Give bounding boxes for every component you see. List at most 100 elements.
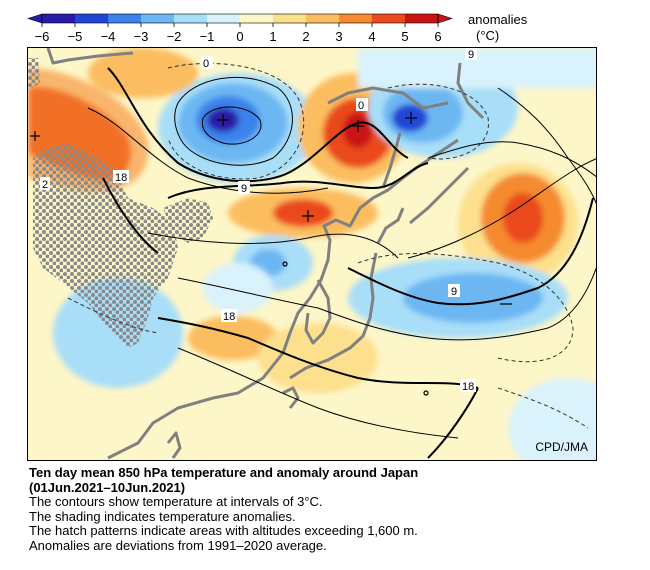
marker-cold-northeast: [405, 112, 417, 124]
cold-anomaly-southeast: [508, 378, 596, 460]
caption-period: (01Jun.2021–10Jun.2021): [29, 479, 186, 495]
colorbar-tick-label: 3: [335, 29, 342, 44]
caption-title: Ten day mean 850 hPa temperature and ano…: [29, 465, 419, 480]
caption-line-hatch: The hatch patterns indicate areas with a…: [29, 523, 418, 538]
colorbar-swatch: [405, 14, 439, 23]
colorbar-arrow-left: [27, 13, 43, 24]
colorbar-swatch: [174, 14, 208, 23]
colorbar-tick-label: −4: [101, 29, 116, 44]
dashed-contour-east: [357, 253, 574, 363]
coast-kamchatka: [456, 62, 485, 120]
legend-title: anomalies (°C): [468, 12, 527, 44]
coast-kyushu: [282, 386, 300, 409]
colorbar-swatch: [42, 14, 76, 23]
colorbar-swatch: [108, 14, 142, 23]
contour-east-b: [427, 141, 596, 178]
dashed-contour-northeast: [387, 83, 489, 160]
colorbar-tick-label: 1: [269, 29, 276, 44]
coast-sakhalin: [381, 132, 402, 189]
dashed-contour-north: [167, 62, 305, 180]
temperature-contours: [87, 67, 596, 459]
colorbar-swatch: [306, 14, 340, 23]
coast-japan-hokkaido: [376, 207, 405, 244]
dashed-contour-southeast: [497, 387, 589, 429]
colorbar-tick-label: 6: [434, 29, 441, 44]
altitude-hatch-tibet: [33, 143, 178, 348]
marker-warm-north: [352, 120, 364, 132]
dashed-contour-west: [67, 297, 159, 334]
warm-anomaly-east-core: [503, 193, 543, 243]
colorbar-tick-label: 2: [302, 29, 309, 44]
contour-9-north: [107, 67, 409, 183]
colorbar-swatch: [240, 14, 274, 23]
contour-east-a: [497, 87, 596, 205]
colorbar-swatch: [207, 14, 241, 23]
colorbar-tick-label: 5: [401, 29, 408, 44]
marker-cold-center: [217, 114, 229, 126]
colorbar-arrow-right: [437, 13, 453, 24]
colorbar-tick-label: −1: [200, 29, 215, 44]
coast-kuril: [409, 166, 470, 225]
legend-title-line1: anomalies: [468, 12, 528, 27]
warm-anomaly-north-west: [88, 48, 198, 98]
colorbar-tick-label: −6: [35, 29, 50, 44]
map-panel: 0 0 9 18 2 9 9 18 18 CPD/JMA: [27, 47, 597, 461]
altitude-hatch-mongolia: [163, 198, 213, 243]
colorbar-swatch: [372, 14, 406, 23]
cold-anomaly-east-band-mid: [403, 273, 543, 323]
contour-label-2: 2: [42, 179, 48, 191]
marker-small-loop: [282, 261, 288, 267]
colorbar-tick-label: 4: [368, 29, 375, 44]
contour-15: [177, 267, 596, 341]
contour-21: [177, 347, 459, 439]
contour-18-southeast: [427, 387, 479, 459]
warm-anomaly-south: [188, 316, 278, 360]
colorbar-tick-label: −2: [167, 29, 182, 44]
legend-title-line2: (°C): [476, 28, 500, 43]
colorbar-swatch: [141, 14, 175, 23]
marker-small-loop-south: [423, 390, 429, 396]
caption-line-contours: The contours show temperature at interva…: [29, 494, 323, 509]
colorbar-ticks: −6 −5 −4 −3 −2 −1 0 1 2 3 4 5 6: [35, 23, 442, 44]
contour-12b: [147, 232, 399, 259]
caption-line-baseline: Anomalies are deviations from 1991–2020 …: [29, 537, 327, 553]
contour-18-west: [102, 177, 159, 254]
contour-label-9-top: 9: [468, 49, 474, 61]
colorbar-swatch: [273, 14, 307, 23]
contour-labels: 0 0 9 18 2 9 9 18 18: [40, 48, 477, 393]
colorbar-tick-label: −5: [68, 29, 83, 44]
contour-label-18-west: 18: [115, 172, 127, 184]
contour-east-c: [407, 158, 596, 259]
contour-18-south: [157, 317, 479, 389]
coast-okhotsk: [327, 86, 449, 110]
warm-anomaly-south-east: [258, 323, 378, 393]
contour-12a: [87, 107, 329, 194]
map-canvas: 0 0 9 18 2 9 9 18 18: [28, 48, 596, 460]
contour-label-18-south: 18: [223, 311, 235, 323]
colorbar-swatch: [75, 14, 109, 23]
contour-label-0-north: 0: [203, 58, 209, 70]
anomaly-dashed-contours: [67, 62, 589, 429]
marker-warm-center: [302, 210, 314, 222]
contour-label-9-central: 9: [241, 183, 247, 195]
contour-9-east: [347, 197, 594, 306]
contour-0: [174, 76, 293, 166]
credit-label: CPD/JMA: [535, 440, 588, 454]
marker-west: [30, 131, 40, 141]
colorbar-swatches: [27, 13, 453, 24]
altitude-hatch-northwest: [28, 58, 40, 88]
coast-taiwan: [166, 431, 182, 459]
colorbar-tick-label: 0: [236, 29, 243, 44]
coast-korea: [304, 279, 332, 345]
caption-line-shading: The shading indicates temperature anomal…: [29, 508, 296, 524]
contour-0-inner: [201, 106, 262, 145]
cold-anomaly-south: [203, 263, 273, 313]
contour-label-18-southeast: 18: [462, 381, 474, 393]
extremum-markers: [30, 112, 512, 396]
contour-label-0-center: 0: [358, 100, 364, 112]
colorbar-swatch: [339, 14, 373, 23]
coast-arctic: [46, 48, 134, 65]
contour-label-9-east: 9: [451, 286, 457, 298]
warm-anomaly-center-core: [273, 199, 333, 227]
colorbar-tick-label: −3: [134, 29, 149, 44]
